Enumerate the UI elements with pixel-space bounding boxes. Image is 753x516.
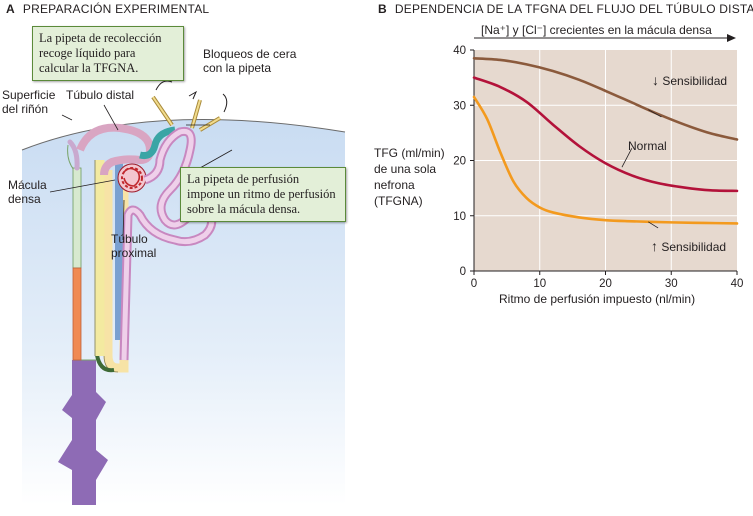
x-tick-label: 20 <box>599 278 612 290</box>
collection-pipette-callout: La pipeta de recolección recoge líquido … <box>32 26 184 81</box>
panel-a-title: A PREPARACIÓN EXPERIMENTAL <box>6 2 209 16</box>
x-tick-label: 10 <box>533 278 546 290</box>
normal-label-leader <box>621 148 633 168</box>
panel-b-title: B DEPENDENCIA DE LA TFGNA DEL FLUJO DEL T… <box>378 2 753 16</box>
outer-medullary-collecting-tubule <box>72 267 82 361</box>
collection-callout-line-1: La pipeta de recolección <box>39 31 162 45</box>
series-increased-sensitivity <box>472 95 739 225</box>
macula-densa-label: Mácula densa <box>8 178 47 206</box>
loop-of-henle <box>103 170 129 373</box>
increased-label-leader <box>648 221 659 229</box>
y-axis-label: TFG (ml/min) de una sola nefrona (TFGNA) <box>374 146 445 208</box>
x-tick-label: 0 <box>471 278 477 290</box>
y-tick-label: 10 <box>453 211 466 223</box>
distal-tubule-label: Túbulo distal <box>66 88 135 102</box>
collection-callout-line-2: recoge líquido para <box>39 46 136 60</box>
x-axis-label: Ritmo de perfusión impuesto (nl/min) <box>499 292 696 306</box>
y-tick-label: 30 <box>453 100 466 112</box>
series-decreased-sensitivity <box>472 56 739 141</box>
decreased-sensitivity-label: ↓ Sensibilidad <box>652 72 728 88</box>
perfusion-callout-line-1: La pipeta de perfusión <box>187 172 300 186</box>
y-tick-label: 0 <box>460 266 466 278</box>
perfusion-callout-line-2: impone un ritmo de perfusión <box>187 187 336 201</box>
series-normal <box>472 76 739 193</box>
panel-b-letter: B <box>378 2 387 16</box>
panel-a-title-text: PREPARACIÓN EXPERIMENTAL <box>22 2 210 16</box>
x-tick-label: 40 <box>731 278 744 290</box>
perfusion-pipette-callout: La pipeta de perfusión impone un ritmo d… <box>180 167 346 222</box>
x-tick-label: 30 <box>665 278 678 290</box>
kidney-surface-label: Superficie del riñón <box>2 88 56 116</box>
collecting-duct <box>58 360 108 505</box>
gradient-arrow-head <box>727 34 736 42</box>
perfusion-callout-line-3: sobre la mácula densa. <box>187 202 301 216</box>
y-tick-label: 40 <box>453 45 466 57</box>
panel-a-letter: A <box>6 2 15 16</box>
plot-area: 0 10 20 30 40 0 10 20 30 40 <box>453 45 743 290</box>
decreased-label-leader <box>648 109 662 118</box>
normal-curve-label: Normal <box>628 139 667 153</box>
proximal-tubule-label: Túbulo proximal <box>111 232 157 260</box>
y-tick-label: 20 <box>453 156 466 168</box>
wax-block-label: Bloqueos de cera con la pipeta <box>203 47 297 75</box>
increased-sensitivity-label: ↑ Sensibilidad <box>651 238 727 254</box>
panel-b-title-text: DEPENDENCIA DE LA TFGNA DEL FLUJO DEL TÚ… <box>394 2 753 16</box>
collection-callout-line-3: calcular la TFGNA. <box>39 61 139 75</box>
gradient-arrow-label: [Na⁺] y [Cl⁻] crecientes en la mácula de… <box>481 23 712 37</box>
